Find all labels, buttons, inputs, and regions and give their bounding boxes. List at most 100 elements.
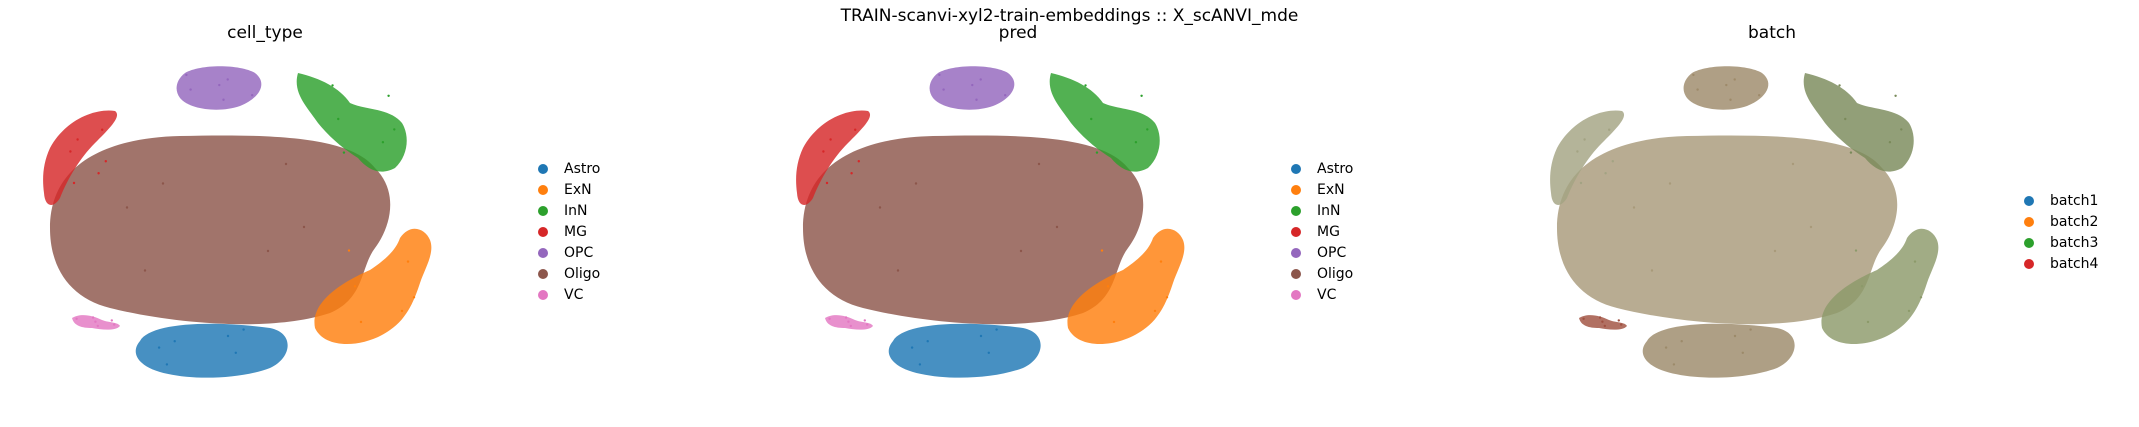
cluster-point bbox=[406, 260, 410, 263]
cluster-point bbox=[918, 363, 922, 366]
cluster-point bbox=[1582, 317, 1585, 320]
cluster-point bbox=[1604, 172, 1607, 175]
cluster-point bbox=[189, 88, 192, 91]
cluster-point bbox=[218, 83, 221, 87]
cluster-point bbox=[400, 309, 404, 313]
cluster-point bbox=[1894, 94, 1897, 97]
cluster-point bbox=[1696, 88, 1699, 91]
legend-label: batch3 bbox=[2050, 234, 2099, 251]
cluster-point bbox=[185, 73, 188, 77]
cluster-point bbox=[173, 340, 176, 343]
cluster-point bbox=[1037, 162, 1041, 166]
cluster-point bbox=[104, 160, 108, 163]
cluster-point bbox=[347, 249, 351, 252]
legend-marker bbox=[538, 268, 548, 279]
cluster-point bbox=[1773, 249, 1777, 253]
legend-label: ExN bbox=[1317, 181, 1345, 198]
legend-item: ExN bbox=[538, 179, 600, 200]
cluster-bottom-oval bbox=[135, 323, 288, 378]
cluster-point bbox=[69, 150, 72, 153]
cluster-point bbox=[75, 317, 78, 320]
cluster-point bbox=[1900, 128, 1903, 131]
cluster-point bbox=[844, 316, 848, 319]
cluster-point bbox=[226, 78, 229, 81]
legend-item: ExN bbox=[1291, 179, 1353, 200]
cluster-point bbox=[825, 181, 829, 185]
legend-item: Astro bbox=[1291, 158, 1353, 179]
cluster-point bbox=[857, 160, 860, 163]
legend-item: batch1 bbox=[2024, 190, 2098, 211]
cluster-point bbox=[331, 84, 334, 87]
cluster-point bbox=[1134, 141, 1138, 144]
cluster-left-crescent bbox=[1550, 110, 1625, 205]
legend-cell-type: Astro ExN InN MG OPC Oligo VC bbox=[538, 158, 600, 305]
scatter-plot-batch bbox=[1550, 66, 1939, 378]
legend-label: VC bbox=[1317, 286, 1337, 303]
legend-label: batch4 bbox=[2050, 255, 2099, 272]
legend-label: VC bbox=[564, 286, 584, 303]
cluster-point bbox=[94, 320, 97, 323]
cluster-point bbox=[1860, 285, 1864, 288]
cluster-point bbox=[113, 323, 116, 326]
cluster-point bbox=[1749, 328, 1752, 331]
cluster-point bbox=[975, 98, 978, 101]
cluster-point bbox=[234, 351, 237, 354]
legend-item: MG bbox=[1291, 221, 1353, 242]
cluster-point bbox=[979, 78, 982, 81]
legend-label: InN bbox=[1317, 202, 1341, 219]
cluster-point bbox=[829, 138, 832, 141]
cluster-upper-right-lobes bbox=[296, 73, 407, 172]
cluster-point bbox=[337, 117, 340, 121]
cluster-point bbox=[96, 324, 100, 328]
cluster-point bbox=[1866, 320, 1870, 324]
cluster-point bbox=[863, 319, 866, 322]
cluster-point bbox=[359, 320, 363, 324]
cluster-point bbox=[1583, 138, 1586, 141]
cluster-point bbox=[896, 269, 900, 272]
cluster-point bbox=[1100, 249, 1104, 252]
cluster-point bbox=[1668, 182, 1672, 185]
cluster-point bbox=[1603, 324, 1606, 328]
legend-label: Astro bbox=[564, 160, 601, 177]
cluster-lower-right-lobes bbox=[314, 228, 432, 344]
cluster-point bbox=[97, 172, 100, 175]
cluster-point bbox=[1733, 334, 1737, 338]
cluster-point bbox=[1844, 117, 1847, 121]
legend-marker bbox=[538, 247, 548, 258]
cluster-point bbox=[161, 182, 165, 185]
cluster-point bbox=[110, 319, 114, 322]
cluster-point bbox=[1611, 160, 1614, 163]
legend-marker bbox=[2024, 216, 2034, 227]
legend-marker bbox=[1291, 268, 1301, 279]
cluster-point bbox=[1680, 340, 1683, 343]
cluster-point bbox=[1601, 320, 1604, 323]
legend-label: Oligo bbox=[1317, 265, 1354, 282]
cluster-lower-right-lobes bbox=[1821, 228, 1939, 344]
cluster-point bbox=[143, 269, 147, 272]
cluster-point bbox=[987, 351, 990, 354]
cluster-point bbox=[1854, 249, 1858, 252]
cluster-large-central-blob bbox=[1557, 135, 1898, 325]
cluster-point bbox=[1055, 225, 1059, 229]
cluster-point bbox=[847, 320, 850, 323]
legend-label: ExN bbox=[564, 181, 592, 198]
cluster-point bbox=[878, 206, 882, 209]
legend-item: VC bbox=[1291, 284, 1353, 305]
cluster-point bbox=[926, 340, 929, 343]
cluster-point bbox=[942, 88, 945, 91]
cluster-upper-right-lobes bbox=[1803, 73, 1914, 172]
legend-item: VC bbox=[538, 284, 600, 305]
cluster-left-crescent bbox=[43, 110, 118, 205]
cluster-point bbox=[222, 98, 225, 101]
cluster-point bbox=[72, 181, 76, 185]
cluster-point bbox=[342, 151, 346, 154]
cluster-top-oval bbox=[929, 66, 1015, 110]
cluster-point bbox=[393, 128, 396, 131]
legend-item: InN bbox=[538, 200, 600, 221]
legend-item: batch2 bbox=[2024, 211, 2098, 232]
legend-marker bbox=[538, 163, 548, 174]
legend-label: OPC bbox=[564, 244, 594, 261]
cluster-point bbox=[979, 334, 983, 338]
cluster-point bbox=[1741, 351, 1744, 354]
cluster-point bbox=[412, 296, 416, 299]
